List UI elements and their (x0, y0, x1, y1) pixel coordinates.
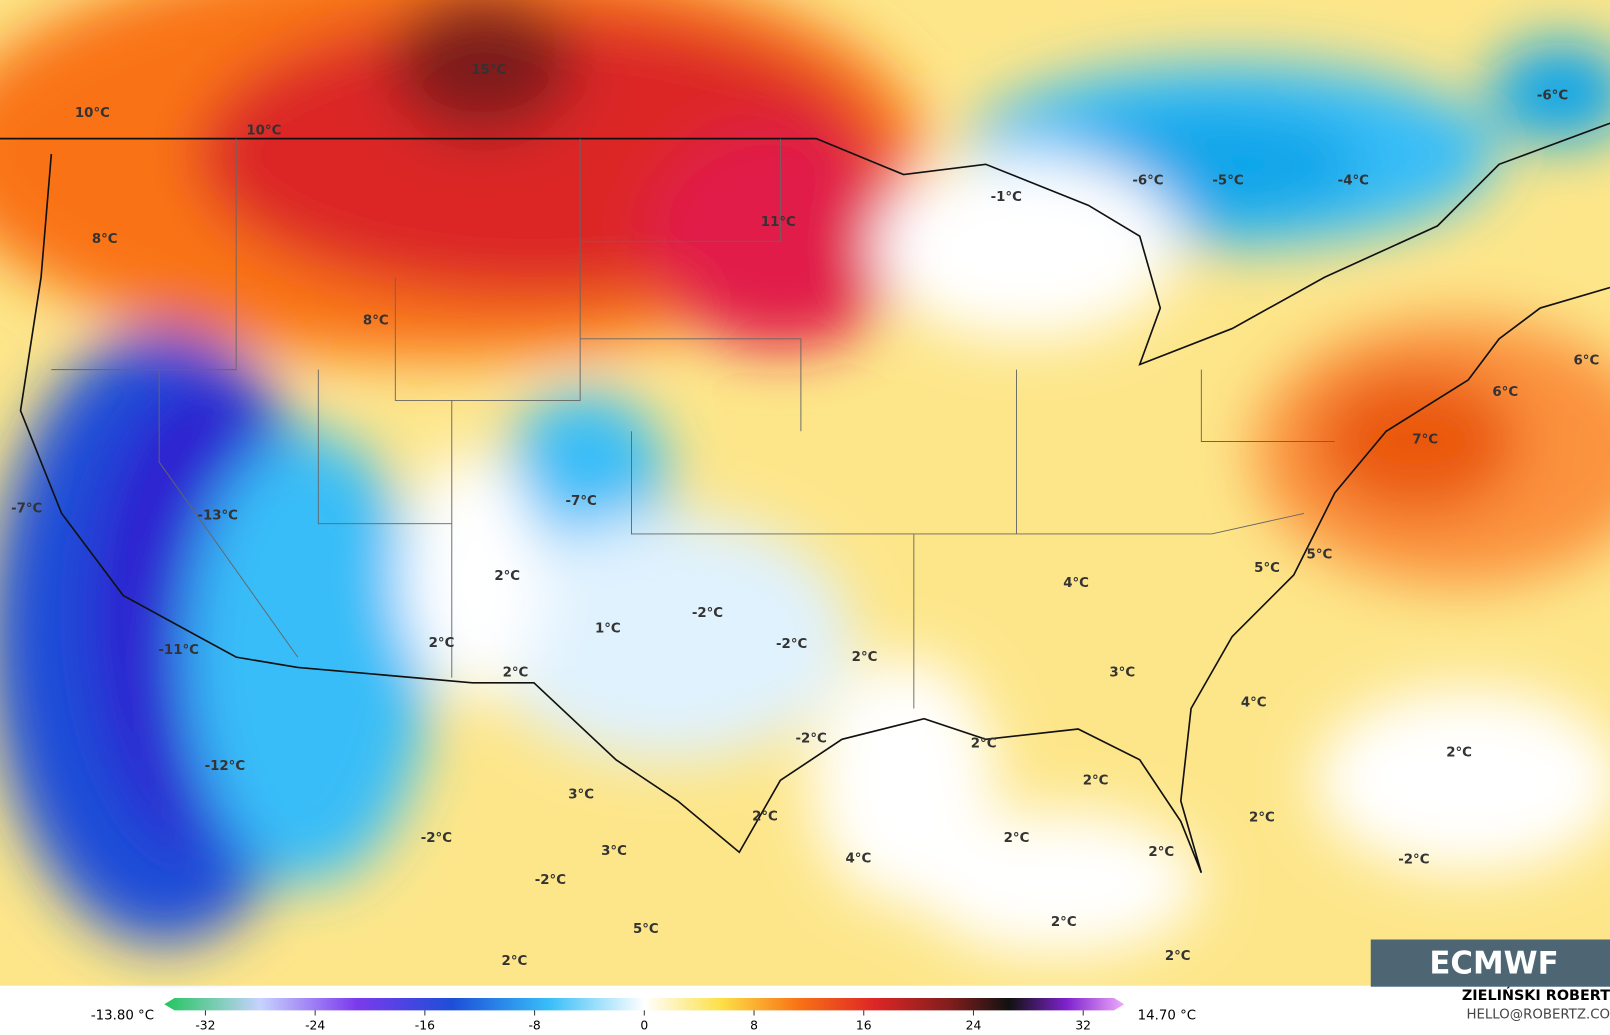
temperature-label: -6°C (1132, 174, 1163, 189)
temperature-label: 10°C (246, 123, 281, 138)
temperature-label: -6°C (1537, 88, 1568, 103)
temperature-label: 2°C (852, 650, 878, 665)
temperature-label: -2°C (796, 731, 827, 746)
temperature-label: -7°C (11, 501, 42, 516)
temperature-label: 5°C (1307, 547, 1333, 562)
colorbar-tick-label: 0 (640, 1018, 648, 1032)
colorbar-tick-label: -16 (415, 1018, 435, 1032)
temperature-label: 3°C (1109, 666, 1135, 681)
credit-email: HELLO@ROBERTZ.CO (1466, 1007, 1610, 1022)
temperature-label: 6°C (1574, 353, 1600, 368)
temperature-label: -2°C (692, 606, 723, 621)
temperature-label: 2°C (1051, 915, 1077, 930)
temperature-label: 6°C (1492, 385, 1518, 400)
temperature-label: 3°C (568, 788, 594, 803)
temperature-label: 2°C (1446, 746, 1472, 761)
temperature-label: -2°C (1398, 852, 1429, 867)
colorbar-tick-label: 32 (1075, 1018, 1091, 1032)
temperature-label: -2°C (421, 831, 452, 846)
temperature-label: 2°C (1165, 949, 1191, 964)
temperature-field (0, 0, 1610, 986)
temperature-label: -7°C (566, 494, 597, 509)
temperature-label: 2°C (752, 809, 778, 824)
temperature-label: 2°C (494, 569, 520, 584)
colorbar-tick-label: 8 (750, 1018, 758, 1032)
temperature-label: 2°C (503, 666, 529, 681)
temperature-label: 7°C (1412, 432, 1438, 447)
colorbar-tick-label: -32 (195, 1018, 215, 1032)
temperature-label: 2°C (1004, 831, 1030, 846)
colorbar-max: 14.70 °C (1138, 1008, 1196, 1023)
temperature-label: 5°C (633, 922, 659, 937)
colorbar-tick-label: 16 (856, 1018, 872, 1032)
temperature-label: 2°C (971, 736, 997, 751)
temperature-label: 4°C (1241, 695, 1267, 710)
temperature-label: 1°C (595, 621, 621, 636)
temperature-label: 8°C (92, 232, 118, 247)
logo-box (1370, 939, 1610, 987)
colorbar-tick-label: -24 (305, 1018, 325, 1032)
temperature-label: -4°C (1338, 174, 1369, 189)
temperature-label: -13°C (197, 508, 238, 523)
temperature-label: -2°C (776, 637, 807, 652)
temperature-label: 10°C (75, 106, 110, 121)
temperature-label: 2°C (502, 954, 528, 969)
temperature-label: 4°C (846, 851, 872, 866)
colorbar (164, 998, 1125, 1011)
temperature-label: 8°C (363, 313, 389, 328)
temperature-label: 5°C (1254, 561, 1280, 576)
colorbar-tick-label: -8 (528, 1018, 540, 1032)
temperature-label: 11°C (761, 215, 796, 230)
logo: ECMWF (1429, 946, 1558, 982)
temperature-label: -12°C (205, 759, 246, 774)
temperature-label: 4°C (1063, 576, 1089, 591)
temperature-label: -11°C (158, 643, 199, 658)
temperature-label: 2°C (1083, 773, 1109, 788)
temperature-label: -5°C (1212, 174, 1243, 189)
temperature-label: -1°C (991, 190, 1022, 205)
temperature-label: 3°C (601, 844, 627, 859)
temperature-label: 15°C (471, 63, 506, 78)
temperature-label: 2°C (429, 636, 455, 651)
colorbar-tick-label: 24 (966, 1018, 982, 1032)
colorbar-min: -13.80 °C (91, 1008, 154, 1023)
temperature-label: 2°C (1148, 845, 1174, 860)
temperature-label: -2°C (535, 873, 566, 888)
temperature-label: 2°C (1249, 810, 1275, 825)
credit-author: ZIELIŃSKI ROBERT (1462, 986, 1610, 1004)
footer (0, 987, 1610, 1035)
